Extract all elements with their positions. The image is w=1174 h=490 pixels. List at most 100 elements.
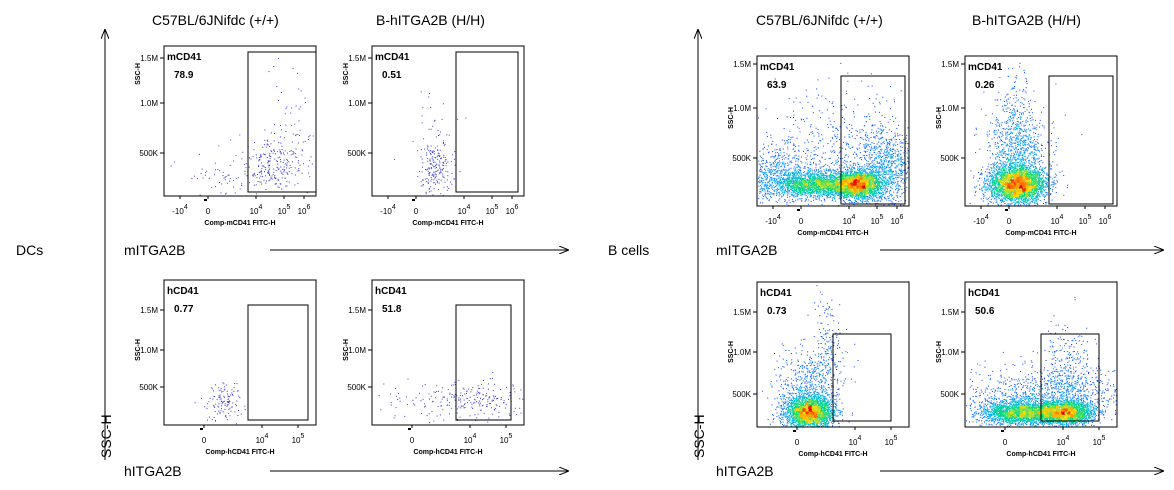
event-dot [886, 183, 888, 185]
event-dot [297, 142, 299, 144]
event-dot [858, 171, 860, 173]
event-dot [283, 152, 284, 154]
event-dot [771, 186, 773, 188]
event-dot [233, 180, 234, 182]
event-dot [859, 173, 861, 175]
event-dot [231, 406, 233, 408]
event-dot [826, 191, 828, 193]
event-dot [826, 188, 828, 190]
event-dot [793, 176, 795, 178]
event-dot [477, 390, 479, 392]
event-dot [258, 164, 260, 166]
event-dot [882, 187, 884, 189]
event-dot [849, 175, 851, 177]
event-dot [232, 394, 234, 396]
event-dot [437, 406, 439, 407]
event-dot [227, 395, 229, 397]
event-dot [258, 157, 260, 158]
event-dot [819, 189, 821, 191]
event-dot [787, 172, 789, 174]
event-dot [838, 194, 840, 196]
event-dot [265, 189, 267, 190]
event-dot [425, 405, 426, 407]
event-dot [464, 402, 466, 404]
x-tick-label: -104 [380, 204, 396, 216]
event-dot [226, 405, 228, 407]
event-dot [427, 182, 429, 184]
event-dot [453, 396, 455, 398]
event-dot [824, 175, 826, 177]
event-dot [857, 176, 859, 178]
event-dot [275, 153, 276, 155]
event-dot [846, 174, 848, 176]
event-dot [855, 192, 857, 194]
event-dot [454, 381, 456, 383]
event-dot [794, 185, 796, 187]
event-dot [836, 186, 838, 188]
event-dot [431, 173, 433, 175]
event-dot [474, 399, 476, 401]
event-dot [832, 192, 834, 193]
event-dot [851, 192, 853, 194]
event-dot [395, 388, 397, 389]
event-dot [821, 187, 823, 189]
event-dot [844, 182, 846, 184]
event-dot [845, 177, 847, 179]
event-dot [824, 194, 826, 196]
event-dot [265, 182, 267, 184]
event-dot [302, 150, 304, 152]
event-dot [290, 154, 292, 156]
event-dot [823, 187, 825, 189]
event-dot [881, 190, 883, 192]
event-dot [796, 187, 798, 189]
event-dot [790, 180, 792, 181]
event-dot [296, 156, 298, 158]
event-dot [443, 142, 444, 143]
event-dot [813, 186, 815, 188]
event-dot [825, 192, 827, 194]
event-dot [428, 149, 430, 151]
event-dot [825, 181, 826, 182]
event-dot [796, 178, 798, 179]
event-dot [815, 191, 817, 193]
event-dots [758, 62, 909, 206]
event-dot [844, 194, 846, 196]
event-dot [819, 193, 820, 195]
event-dot [868, 173, 870, 175]
event-dot [493, 395, 495, 397]
event-dot [847, 174, 849, 176]
event-dot [813, 192, 815, 194]
event-dot [810, 188, 812, 190]
event-dot [779, 184, 781, 186]
event-dot [284, 177, 286, 179]
event-dot [478, 400, 480, 402]
event-dot [806, 190, 807, 192]
x-axis-label: Comp-mCD41 FITC-H [204, 220, 275, 227]
event-dot [841, 171, 843, 173]
event-dot [808, 181, 810, 183]
event-dot [808, 190, 810, 192]
event-dot [828, 185, 830, 187]
event-dot [876, 189, 878, 191]
event-dot [800, 185, 802, 187]
event-dot [810, 200, 812, 202]
event-dot [442, 396, 444, 398]
event-dot [230, 139, 232, 141]
event-dot [864, 172, 866, 174]
event-dot [808, 199, 810, 201]
event-dot [442, 162, 444, 163]
event-dot [810, 178, 812, 179]
event-dot [817, 175, 819, 176]
event-dot [435, 183, 436, 185]
event-dot [822, 174, 824, 176]
event-dot [436, 156, 438, 158]
event-dot [813, 181, 814, 183]
event-dot [282, 173, 284, 175]
event-dot [811, 175, 813, 177]
event-dot [235, 404, 236, 406]
event-dot [877, 183, 878, 185]
event-dot [252, 156, 254, 158]
event-dot [781, 192, 783, 194]
event-dot [844, 195, 846, 197]
event-dot [457, 118, 459, 120]
